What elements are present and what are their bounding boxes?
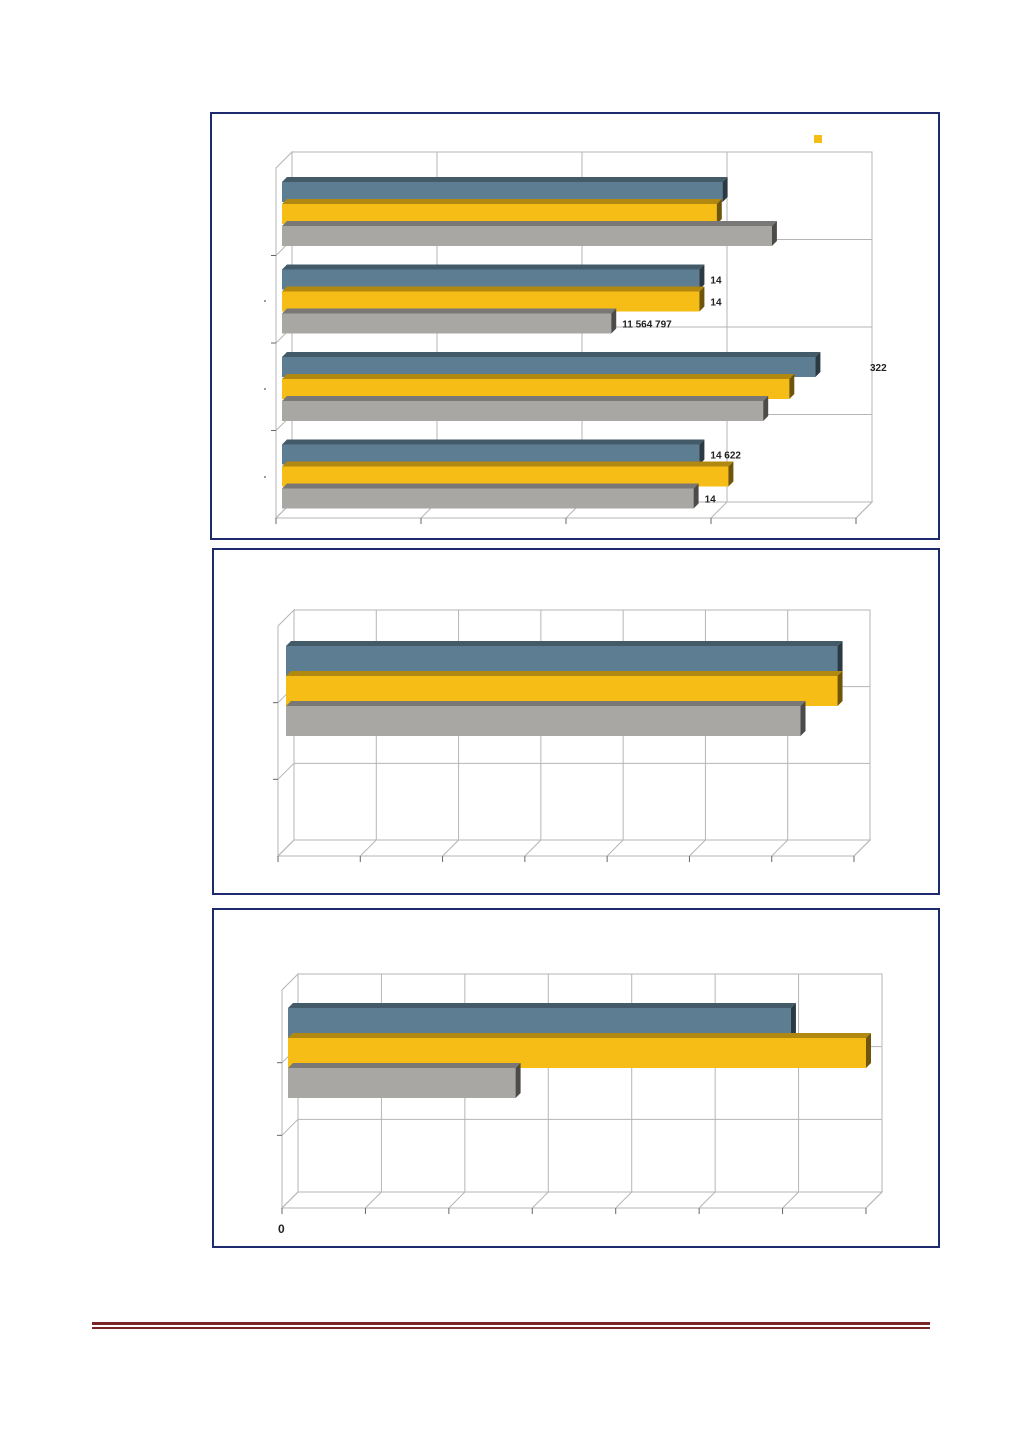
bar-series2-cat3	[288, 1178, 293, 1184]
scan-mark	[264, 388, 266, 390]
bar-series2-cat2	[286, 747, 291, 753]
scan-mark	[264, 476, 266, 478]
bar-series2-cat1	[282, 199, 722, 224]
bar-series3-cat3	[286, 854, 291, 860]
bar-series3-cat4	[282, 483, 699, 509]
bar-series3-cat2	[288, 1135, 293, 1141]
grid-line-floor	[853, 839, 871, 857]
x-tick-label-0: 0	[278, 1222, 285, 1236]
data-label-series3-cat4: 14	[705, 495, 717, 506]
grid-line-floor	[365, 1191, 382, 1209]
grid-line-side	[281, 1118, 299, 1136]
bar-series1-cat1	[288, 1003, 796, 1038]
plot-floor	[280, 1191, 884, 1209]
bar-series1-cat3	[288, 1148, 293, 1154]
scan-mark	[264, 300, 266, 302]
bar-series2-cat1	[286, 671, 843, 706]
chart-panel-2	[212, 548, 940, 895]
bar-series1-cat3	[282, 352, 821, 377]
bar-series3-cat1	[286, 701, 806, 736]
grid-line-floor	[771, 839, 789, 857]
data-label-series2-cat2: 14	[710, 298, 722, 309]
grid-line-floor	[698, 1191, 716, 1209]
grid-line-floor	[524, 839, 542, 857]
grid-line-floor	[359, 839, 377, 857]
grid-line-floor	[782, 1191, 799, 1209]
bar-series1-cat2	[282, 264, 705, 290]
chart-panel-3: 0	[212, 908, 940, 1248]
chart-panel-1: 14 14 11 564 797 322 14 622 14	[210, 112, 940, 540]
legend-swatch-series2	[814, 135, 822, 143]
bar-chart-2	[273, 608, 872, 862]
grid-line-floor	[531, 1191, 549, 1209]
bar-series3-cat2	[282, 308, 617, 334]
data-label-series1-cat2: 14	[710, 276, 722, 287]
footer-rule-top	[92, 1322, 930, 1325]
grid-line-floor	[865, 1191, 883, 1209]
bar-chart-1: 14 14 11 564 797 322 14 622 14	[271, 150, 887, 524]
bar-series1-cat1	[286, 641, 843, 676]
grid-line-floor	[855, 501, 873, 519]
grid-line-floor	[442, 839, 459, 857]
bar-series2-cat3	[282, 374, 795, 399]
bar-series3-cat3	[288, 1208, 293, 1214]
data-label-series1-cat4: 14 622	[710, 451, 741, 462]
bar-series3-cat1	[288, 1063, 521, 1098]
bar-series3-cat1	[282, 221, 777, 246]
bar-series1-cat3	[286, 794, 291, 800]
bar-series2-cat3	[286, 824, 291, 830]
bar-series3-cat2	[286, 777, 291, 783]
grid-line-floor	[689, 839, 706, 857]
bar-series2-cat1	[288, 1033, 871, 1068]
grid-line-side	[277, 762, 295, 780]
data-label-series3-cat2: 11 564 797	[622, 320, 672, 331]
plot-floor	[276, 839, 872, 857]
bar-series2-cat2	[282, 286, 705, 312]
grid-line-floor	[606, 839, 624, 857]
bar-chart-3	[277, 972, 884, 1214]
grid-line-floor	[615, 1191, 633, 1209]
grid-line-floor	[710, 501, 728, 519]
bar-series2-cat4	[282, 461, 734, 487]
bar-series2-cat2	[288, 1105, 293, 1111]
footer-rule-bottom	[92, 1327, 930, 1329]
bar-series3-cat3	[282, 396, 769, 421]
bar-series1-cat4	[282, 439, 705, 465]
grid-line-floor	[448, 1191, 466, 1209]
data-label-series1-cat3: 322	[870, 363, 887, 374]
bar-series1-cat1	[282, 177, 728, 202]
